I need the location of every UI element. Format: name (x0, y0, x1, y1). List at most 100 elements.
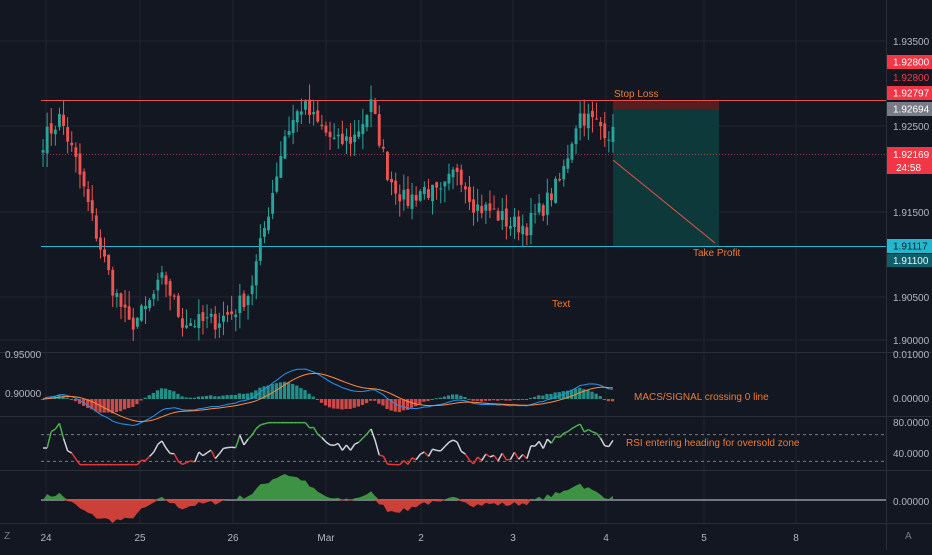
macd-left-tick: 0.95000 (5, 350, 42, 361)
candle-body (480, 206, 483, 213)
macd-histogram-bar (299, 388, 302, 399)
candle-body (83, 172, 86, 187)
macd-histogram-bar (521, 399, 524, 400)
macd-tick: 0.01000 (893, 350, 930, 361)
macd-histogram-bar (459, 396, 462, 399)
candle-body (431, 185, 434, 201)
macd-histogram-bar (508, 399, 511, 401)
candle-body (427, 189, 430, 198)
price-tick: 1.93500 (893, 37, 930, 48)
candle-body (54, 130, 57, 134)
candle-body (267, 217, 270, 231)
candle-body (599, 122, 602, 126)
candle-body (300, 111, 303, 114)
macd-histogram-bar (451, 394, 454, 399)
candle-body (423, 187, 426, 194)
candle-body (558, 179, 561, 180)
time-axis-label: 25 (134, 533, 146, 544)
macd-histogram-bar (74, 399, 77, 401)
candle-body (538, 203, 541, 212)
macd-histogram-bar (135, 399, 138, 404)
rsi-segment (264, 423, 268, 424)
candle-body (107, 255, 110, 270)
time-axis-label: 3 (510, 533, 516, 544)
candle-body (243, 294, 246, 308)
candle-body (320, 125, 323, 126)
candle-body (42, 150, 45, 153)
candle-body (411, 195, 414, 209)
corner-z-label[interactable]: Z (4, 531, 10, 542)
stop-loss-label[interactable]: Stop Loss (614, 89, 658, 100)
candle-body (140, 306, 143, 321)
candle-body (345, 136, 348, 141)
candle-body (603, 123, 606, 138)
candle-body (79, 153, 82, 174)
candle-body (505, 208, 508, 226)
candle-body (370, 99, 373, 112)
macd-histogram-bar (328, 399, 331, 407)
take-profit-zone[interactable] (613, 110, 719, 246)
auto-scale-label[interactable]: A (905, 531, 912, 542)
macd-histogram-bar (316, 399, 319, 400)
stop-loss-zone[interactable] (613, 100, 719, 110)
macd-histogram-bar (234, 395, 237, 399)
candle-body (177, 296, 180, 317)
candle-body (308, 100, 311, 115)
candle-body (210, 314, 213, 317)
candle-body (152, 294, 155, 299)
macd-annotation[interactable]: MACS/SIGNAL crossing 0 line (634, 392, 769, 403)
candle-body (325, 126, 328, 133)
candle-body (279, 156, 282, 178)
macd-histogram-bar (361, 399, 364, 405)
candle-body (329, 132, 332, 137)
macd-histogram-bar (221, 396, 224, 399)
candle-body (185, 325, 188, 328)
candle-body (202, 312, 205, 321)
macd-histogram-bar (541, 396, 544, 399)
macd-histogram-bar (160, 388, 163, 399)
candle-body (222, 316, 225, 322)
badge-countdown-text: 24:58 (896, 163, 921, 174)
candle-body (448, 174, 451, 184)
macd-histogram-bar (504, 399, 507, 401)
macd-histogram-bar (439, 398, 442, 399)
macd-histogram-bar (185, 397, 188, 399)
macd-histogram-bar (484, 399, 487, 401)
candle-body (460, 170, 463, 185)
macd-histogram-bar (545, 394, 548, 399)
candle-body (91, 200, 94, 213)
candle-body (575, 128, 578, 144)
macd-histogram-bar (455, 394, 458, 399)
candle-body (534, 214, 537, 215)
macd-histogram-bar (443, 397, 446, 399)
candle-body (394, 181, 397, 194)
candle-body (530, 213, 533, 235)
risk-reward-tool[interactable] (613, 100, 719, 246)
candle-body (230, 311, 233, 314)
rsi-annotation[interactable]: RSI entering heading for oversold zone (626, 438, 800, 449)
macd-histogram-bar (209, 395, 212, 399)
candle-body (120, 293, 123, 306)
text-annotation[interactable]: Text (552, 299, 571, 310)
time-axis-label: 4 (603, 533, 609, 544)
take-profit-label[interactable]: Take Profit (693, 248, 740, 259)
macd-histogram-bar (230, 395, 233, 399)
candle-body (484, 205, 487, 211)
candle-body (234, 315, 237, 318)
candle-body (181, 318, 184, 327)
macd-histogram-bar (336, 399, 339, 409)
candle-body (193, 326, 196, 327)
oscillator-tick: 0.00000 (893, 497, 930, 508)
candle-body (296, 111, 299, 122)
candle-body (521, 226, 524, 234)
macd-histogram-bar (422, 399, 425, 402)
macd-histogram-bar (238, 393, 241, 399)
candle-body (390, 179, 393, 182)
candle-body (165, 275, 168, 284)
badge-current-price-text: 1.92169 (893, 150, 930, 161)
macd-histogram-bar (611, 399, 614, 401)
candle-body (62, 115, 65, 126)
macd-histogram-bar (303, 390, 306, 399)
